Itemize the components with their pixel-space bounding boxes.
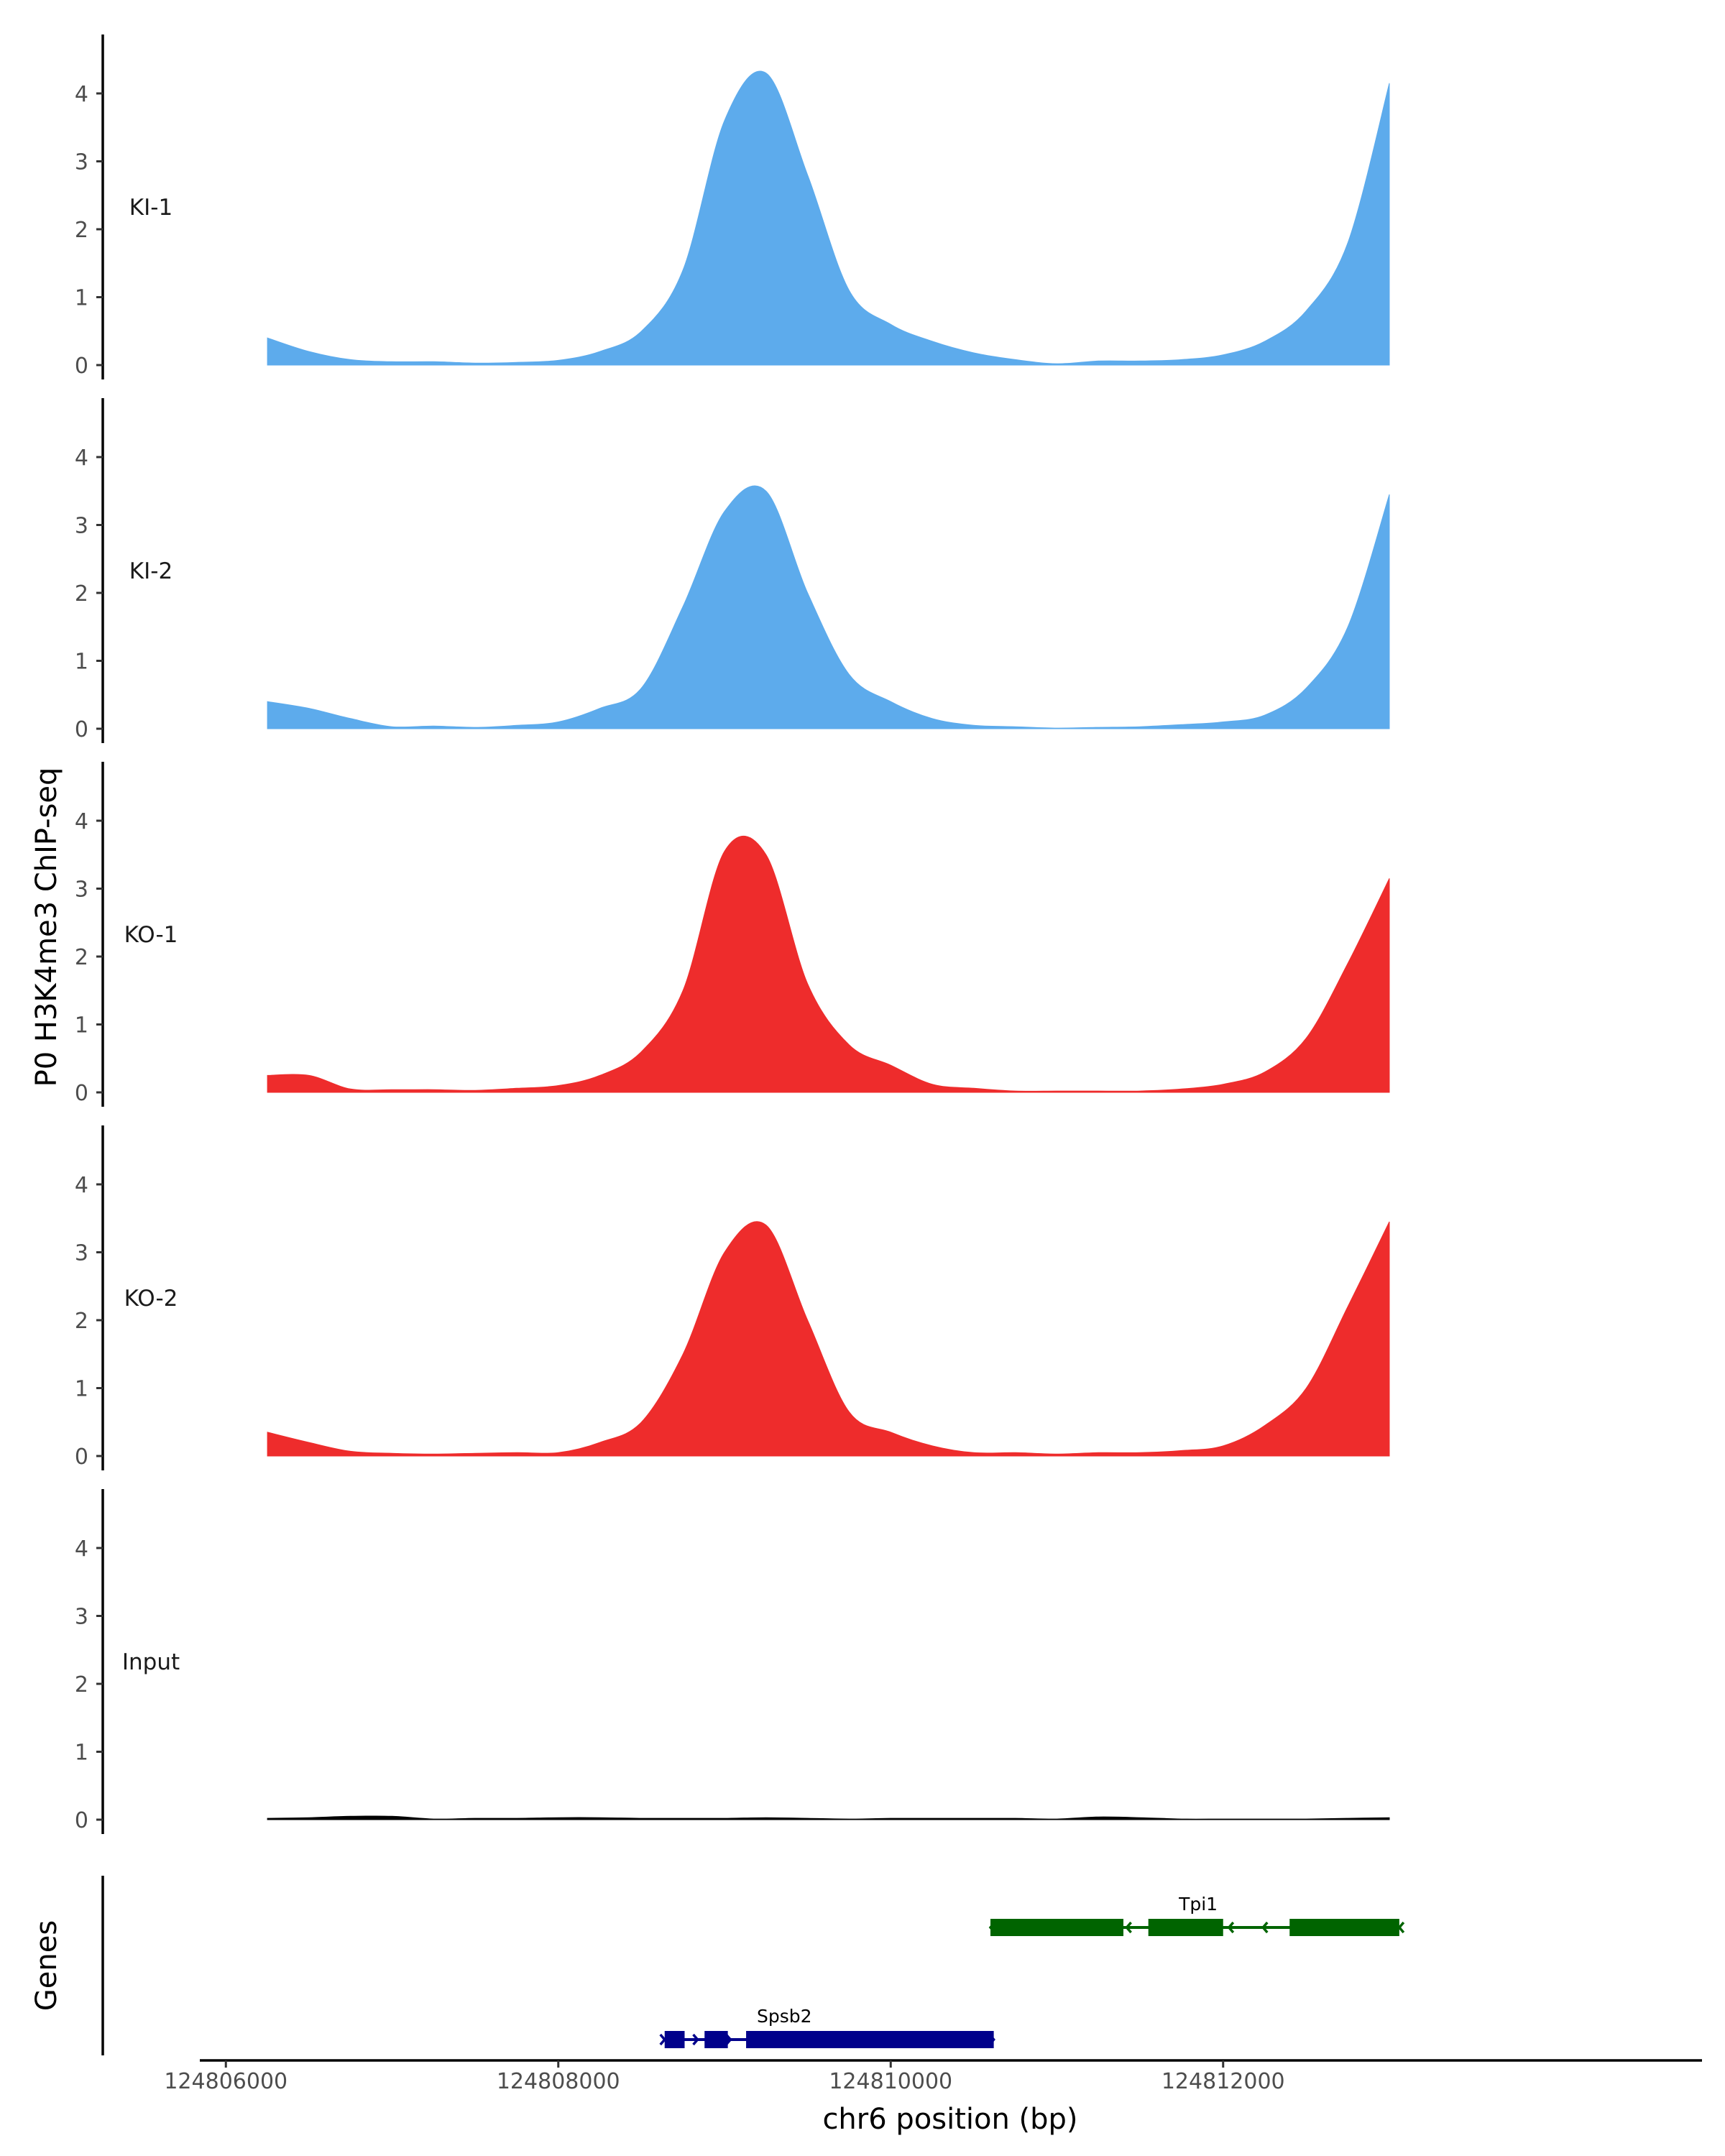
y-tick-label: 2 xyxy=(75,1672,88,1697)
y-tick-label: 3 xyxy=(75,1605,88,1630)
y-tick-label: 1 xyxy=(75,1013,88,1038)
y-tick-label: 1 xyxy=(75,1377,88,1402)
gene-exon xyxy=(1148,1919,1223,1936)
track-label: KI-1 xyxy=(129,195,172,221)
gene-name-label: Spsb2 xyxy=(757,2006,812,2027)
y-tick-label: 0 xyxy=(75,1081,88,1106)
y-tick-label: 0 xyxy=(75,717,88,742)
x-tick-label: 124812000 xyxy=(1162,2069,1285,2094)
strand-arrow xyxy=(1397,1921,1405,1934)
track-ko-1: 0 1 2 3 4 KO-1 xyxy=(75,762,1390,1107)
y-tick-label: 3 xyxy=(75,877,88,903)
strand-arrow xyxy=(659,2033,667,2046)
y-tick-label: 2 xyxy=(75,581,88,607)
gene-exon xyxy=(1289,1919,1399,1936)
y-tick-label: 2 xyxy=(75,945,88,970)
gene-name-label: Tpi1 xyxy=(1178,1894,1218,1915)
signal-area-input xyxy=(267,1815,1390,1820)
gene-exon xyxy=(664,2031,685,2048)
y-tick-label: 0 xyxy=(75,354,88,379)
y-tick-label: 4 xyxy=(75,1537,88,1562)
x-tick-label: 124806000 xyxy=(164,2069,288,2094)
signal-area-ko-1 xyxy=(267,836,1390,1093)
track-label: KO-1 xyxy=(124,922,178,948)
y-tick-label: 1 xyxy=(75,650,88,675)
track-ki-1: 0 1 2 3 4 KI-1 xyxy=(75,34,1390,379)
y-tick-label: 3 xyxy=(75,1241,88,1266)
track-ko-2: 0 1 2 3 4 KO-2 xyxy=(75,1125,1390,1470)
gene-spsb2: Spsb2 xyxy=(659,2006,995,2048)
signal-tracks: 0 1 2 3 4 KI-1 0 1 2 3 4 KI-2 0 1 2 3 4 KO-1 0 1 2 3 4 KO-2 0 1 2 3… xyxy=(75,34,1390,1834)
strand-arrow xyxy=(1261,1921,1269,1934)
genes-panel: Genes Tpi1 Spsb2 xyxy=(30,1876,1405,2055)
y-tick-label: 2 xyxy=(75,1309,88,1334)
track-label: KI-2 xyxy=(129,558,172,584)
gene-exon xyxy=(990,1919,1123,1936)
y-tick-label: 4 xyxy=(75,446,88,471)
signal-area-ko-2 xyxy=(267,1221,1390,1457)
y-tick-label: 0 xyxy=(75,1808,88,1833)
gene-exon xyxy=(746,2031,994,2048)
y-tick-label: 4 xyxy=(75,1173,88,1198)
strand-arrow xyxy=(1125,1921,1132,1934)
y-tick-label: 3 xyxy=(75,150,88,175)
strand-arrow xyxy=(692,2033,699,2046)
gene-tpi1: Tpi1 xyxy=(988,1894,1405,1936)
x-axis: 124806000 124808000 124810000 124812000 xyxy=(164,2059,1702,2094)
track-input: 0 1 2 3 4 Input xyxy=(75,1489,1390,1834)
track-label: Input xyxy=(122,1649,180,1675)
signal-area-ki-2 xyxy=(267,485,1390,729)
y-tick-label: 1 xyxy=(75,286,88,311)
y-tick-label: 4 xyxy=(75,809,88,834)
y-tick-label: 3 xyxy=(75,514,88,539)
genes-title: Genes xyxy=(30,1920,63,2011)
x-tick-label: 124808000 xyxy=(497,2069,620,2094)
y-tick-label: 0 xyxy=(75,1445,88,1470)
x-axis-title: chr6 position (bp) xyxy=(822,2103,1077,2136)
track-label: KO-2 xyxy=(124,1286,178,1312)
y-axis-title: P0 H3K4me3 ChIP-seq xyxy=(30,768,63,1087)
y-tick-label: 1 xyxy=(75,1741,88,1766)
signal-area-ki-1 xyxy=(267,70,1390,366)
y-tick-label: 2 xyxy=(75,218,88,243)
track-ki-2: 0 1 2 3 4 KI-2 xyxy=(75,398,1390,743)
y-tick-label: 4 xyxy=(75,82,88,107)
gene-exon xyxy=(704,2031,728,2048)
x-tick-label: 124810000 xyxy=(829,2069,952,2094)
strand-arrow xyxy=(1227,1921,1235,1934)
